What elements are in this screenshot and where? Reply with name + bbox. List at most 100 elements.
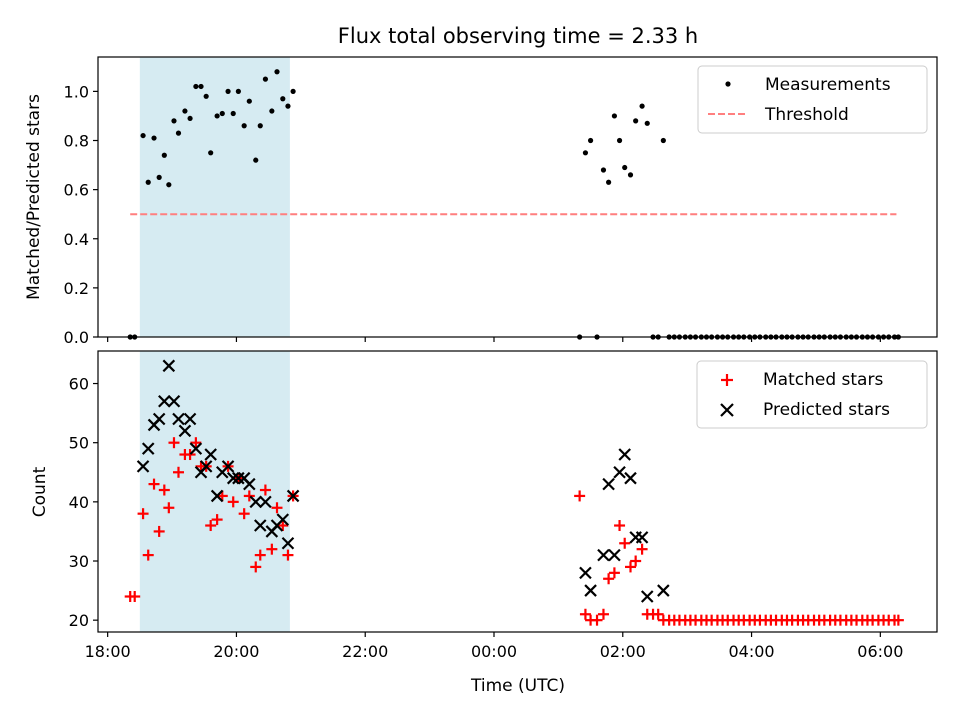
measurements-point xyxy=(214,113,220,119)
chart-title: Flux total observing time = 2.33 h xyxy=(338,24,698,48)
matched-stars-point xyxy=(148,478,160,490)
measurements-point xyxy=(166,182,172,188)
measurements-point xyxy=(198,83,204,90)
y-tick-label: 30 xyxy=(69,552,89,571)
measurements-point xyxy=(182,108,188,114)
measurements-point xyxy=(193,83,199,90)
matched-stars-point xyxy=(603,573,615,585)
measurements-point xyxy=(151,135,157,141)
measurements-point xyxy=(208,150,214,156)
y-tick-label: 1.0 xyxy=(64,82,89,101)
matched-stars-point xyxy=(168,437,180,449)
predicted-stars-point xyxy=(584,584,597,597)
x-axis-label: Time (UTC) xyxy=(470,676,565,696)
measurements-point xyxy=(257,123,263,129)
y-tick-label: 0.0 xyxy=(64,328,89,347)
y-tick-label: 0.4 xyxy=(64,230,89,249)
measurements-point xyxy=(171,118,177,124)
matched-stars-point xyxy=(158,484,170,496)
matched-stars-point xyxy=(625,561,637,573)
measurements-point xyxy=(246,98,252,104)
matched-stars-point xyxy=(153,525,165,537)
matched-stars-point xyxy=(243,490,255,502)
measurements-point xyxy=(274,69,280,75)
predicted-stars-point xyxy=(136,460,150,473)
predicted-stars-point xyxy=(259,495,272,509)
measurements-point xyxy=(622,164,628,171)
matched-stars-point xyxy=(163,502,175,514)
predicted-stars-point xyxy=(152,412,166,426)
matched-stars-point xyxy=(211,514,223,526)
matched-stars-point xyxy=(591,614,603,626)
matched-stars-point xyxy=(892,614,904,626)
measurements-point xyxy=(582,150,589,156)
measurements-point xyxy=(145,179,151,185)
predicted-stars-point xyxy=(178,424,192,438)
predicted-stars-point xyxy=(204,448,217,461)
measurements-point xyxy=(253,157,259,163)
matched-stars-point xyxy=(579,608,591,620)
matched-stars-point xyxy=(129,591,141,603)
predicted-stars-point xyxy=(579,566,592,580)
bottom-y-axis: 20 30 40 50 60 xyxy=(69,375,98,630)
top-highlight-span xyxy=(139,57,290,337)
predicted-stars-point xyxy=(183,412,197,426)
legend-predicted-marker xyxy=(720,403,734,417)
matched-stars-point xyxy=(277,520,289,532)
predicted-stars-point xyxy=(210,489,224,503)
measurements-point xyxy=(587,137,594,144)
measurements-point xyxy=(262,76,269,82)
measurements-point xyxy=(235,88,241,94)
measurements-point xyxy=(633,118,639,124)
predicted-stars-point xyxy=(618,448,631,461)
x-tick-label: 02:00 xyxy=(600,642,646,661)
measurements-point xyxy=(187,115,193,122)
matched-stars-point xyxy=(271,502,283,514)
measurements-point xyxy=(219,110,225,117)
measurements-point xyxy=(660,137,666,144)
matched-stars-point xyxy=(630,555,642,567)
y-tick-label: 0.2 xyxy=(64,279,89,298)
predicted-stars-point xyxy=(613,465,626,479)
matched-stars-point xyxy=(227,496,239,508)
top-y-axis-label: Matched/Predicted stars xyxy=(24,94,44,300)
predicted-stars-point xyxy=(281,536,295,550)
matched-stars-point xyxy=(205,520,217,532)
x-tick-label: 06:00 xyxy=(857,642,903,661)
matched-stars-point xyxy=(652,608,664,620)
predicted-stars-point xyxy=(608,548,621,562)
measurements-point xyxy=(175,130,182,136)
measurements-point xyxy=(140,132,146,139)
predicted-stars-point xyxy=(199,460,213,473)
predicted-stars-point xyxy=(189,442,203,455)
measurements-point xyxy=(644,120,650,126)
matched-stars-point xyxy=(184,449,196,461)
bottom-plot-area xyxy=(124,359,904,626)
measurements-point xyxy=(241,123,247,129)
measurements-point xyxy=(280,96,286,102)
predicted-stars-point xyxy=(162,359,176,373)
matched-stars-point xyxy=(250,561,262,573)
matched-stars-point xyxy=(574,490,586,502)
matched-stars-point xyxy=(190,437,202,449)
measurements-point xyxy=(161,152,167,158)
legend-matched-label: Matched stars xyxy=(763,370,883,390)
top-y-axis: 0.0 0.2 0.4 0.6 0.8 1.0 xyxy=(64,82,98,347)
predicted-stars-point xyxy=(602,477,615,491)
matched-stars-point xyxy=(266,543,278,555)
predicted-stars-point xyxy=(597,548,610,562)
predicted-stars-point xyxy=(172,412,185,426)
predicted-stars-point xyxy=(624,471,637,485)
measurements-point xyxy=(627,172,634,178)
matched-stars-point xyxy=(614,520,626,532)
legend-measurements-label: Measurements xyxy=(765,75,891,95)
predicted-stars-point xyxy=(253,519,267,532)
measurements-point xyxy=(639,103,645,109)
predicted-stars-point xyxy=(635,531,649,544)
legend-matched-marker xyxy=(721,374,733,386)
matched-stars-point xyxy=(172,466,184,478)
predicted-stars-point xyxy=(167,395,181,408)
y-tick-label: 20 xyxy=(69,611,89,630)
top-panel: 0.0 0.2 0.4 0.6 0.8 1.0 Matched/Predicted sta… xyxy=(24,56,938,347)
